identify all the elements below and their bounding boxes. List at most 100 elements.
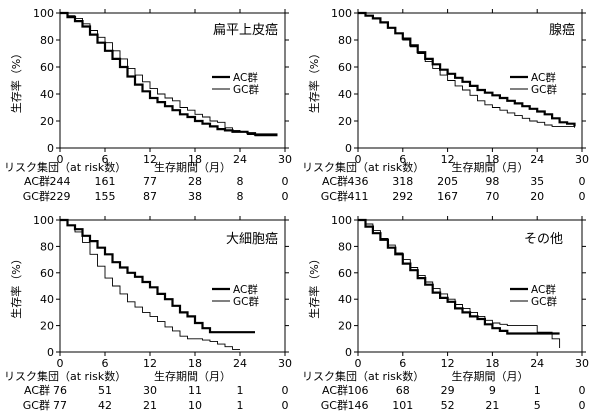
risk-cell: 161 <box>95 175 116 188</box>
y-tick-label: 0 <box>47 346 54 359</box>
risk-cell: 77 <box>53 399 67 412</box>
risk-cell: 30 <box>143 384 157 397</box>
risk-cell: 244 <box>50 175 71 188</box>
y-tick-label: 20 <box>40 320 54 333</box>
risk-table-header: リスク集団（at risk数） <box>4 160 126 174</box>
x-tick-label: 30 <box>575 153 589 166</box>
risk-row-label: GC群 <box>23 398 50 412</box>
risk-row-label: AC群 <box>322 383 348 397</box>
y-tick-label: 20 <box>338 320 352 333</box>
x-tick-label: 30 <box>575 357 589 370</box>
plot-frame <box>357 12 583 149</box>
y-axis-label: 生存率（%） <box>9 253 23 318</box>
risk-cell: 0 <box>579 175 586 188</box>
risk-cell: 38 <box>188 190 202 203</box>
risk-cell: 318 <box>392 175 413 188</box>
x-tick-label: 24 <box>530 153 544 166</box>
y-axis-label: 生存率（%） <box>307 253 321 318</box>
legend-label-ac: AC群 <box>233 71 258 84</box>
x-tick-label: 18 <box>485 357 499 370</box>
risk-cell: 29 <box>441 384 455 397</box>
risk-row-label: AC群 <box>24 174 50 188</box>
y-tick-label: 60 <box>40 61 54 74</box>
risk-cell: 51 <box>98 384 112 397</box>
x-tick-label: 24 <box>233 357 247 370</box>
risk-cell: 21 <box>485 399 499 412</box>
risk-table-header: リスク集団（at risk数） <box>302 160 424 174</box>
risk-cell: 411 <box>348 190 369 203</box>
risk-cell: 146 <box>348 399 369 412</box>
x-tick-label: 6 <box>102 153 109 166</box>
risk-cell: 52 <box>441 399 455 412</box>
x-axis-label: 生存期間（月） <box>154 160 231 174</box>
risk-cell: 77 <box>143 175 157 188</box>
risk-row-label: AC群 <box>24 383 50 397</box>
risk-cell: 0 <box>579 190 586 203</box>
risk-cell: 229 <box>50 190 71 203</box>
y-tick-label: 0 <box>47 142 54 155</box>
risk-cell: 87 <box>143 190 157 203</box>
x-tick-label: 6 <box>102 357 109 370</box>
y-tick-label: 80 <box>40 34 54 47</box>
panel-title: 大細胞癌 <box>226 231 278 247</box>
x-tick-label: 0 <box>355 153 362 166</box>
risk-cell: 8 <box>237 190 244 203</box>
risk-row-label: GC群 <box>321 398 348 412</box>
x-tick-label: 18 <box>188 153 202 166</box>
legend-label-ac: AC群 <box>531 283 556 296</box>
risk-cell: 9 <box>489 384 496 397</box>
risk-table-header: リスク集団（at risk数） <box>302 369 424 383</box>
km-curve-ac <box>358 11 576 127</box>
x-axis-label: 生存期間（月） <box>154 369 231 383</box>
x-tick-label: 30 <box>278 357 292 370</box>
risk-cell: 70 <box>485 190 499 203</box>
x-tick-label: 12 <box>441 153 455 166</box>
legend-label-ac: AC群 <box>233 283 258 296</box>
plot-frame <box>59 219 286 353</box>
legend-label-gc: GC群 <box>531 295 557 308</box>
x-tick-label: 12 <box>143 153 157 166</box>
y-tick-label: 40 <box>40 293 54 306</box>
risk-cell: 205 <box>437 175 458 188</box>
risk-cell: 155 <box>95 190 116 203</box>
y-tick-label: 100 <box>331 7 352 20</box>
y-tick-label: 20 <box>40 115 54 128</box>
risk-table-header: リスク集団（at risk数） <box>4 369 126 383</box>
y-axis-label: 生存率（%） <box>9 48 23 113</box>
risk-cell: 436 <box>348 175 369 188</box>
panel-title: その他 <box>524 232 563 247</box>
y-tick-label: 80 <box>338 240 352 253</box>
risk-row-label: GC群 <box>23 189 50 203</box>
risk-cell: 20 <box>530 190 544 203</box>
risk-cell: 21 <box>143 399 157 412</box>
x-tick-label: 24 <box>530 357 544 370</box>
risk-row-label: AC群 <box>322 174 348 188</box>
plot-frame <box>357 219 583 353</box>
km-curve-gc <box>358 219 561 348</box>
km-curve-ac <box>358 218 560 335</box>
y-tick-label: 20 <box>338 115 352 128</box>
risk-cell: 5 <box>534 399 541 412</box>
x-tick-label: 30 <box>278 153 292 166</box>
risk-cell: 0 <box>282 190 289 203</box>
y-tick-label: 80 <box>338 34 352 47</box>
x-tick-label: 6 <box>399 153 406 166</box>
km-panel-2: 0 20 40 60 80 100 0 6 12 18 24 30 生存率（%） 生存期間（月） 腺癌 AC群… <box>302 7 589 203</box>
risk-cell: 0 <box>282 175 289 188</box>
legend-label-gc: GC群 <box>233 83 259 96</box>
y-tick-label: 60 <box>40 267 54 280</box>
x-axis-label: 生存期間（月） <box>452 369 529 383</box>
x-tick-label: 18 <box>485 153 499 166</box>
x-tick-label: 18 <box>188 357 202 370</box>
risk-cell: 42 <box>98 399 112 412</box>
risk-cell: 1 <box>534 384 541 397</box>
risk-cell: 11 <box>188 384 202 397</box>
x-tick-label: 12 <box>441 357 455 370</box>
risk-cell: 1 <box>237 384 244 397</box>
x-tick-label: 0 <box>57 357 64 370</box>
risk-cell: 8 <box>237 175 244 188</box>
